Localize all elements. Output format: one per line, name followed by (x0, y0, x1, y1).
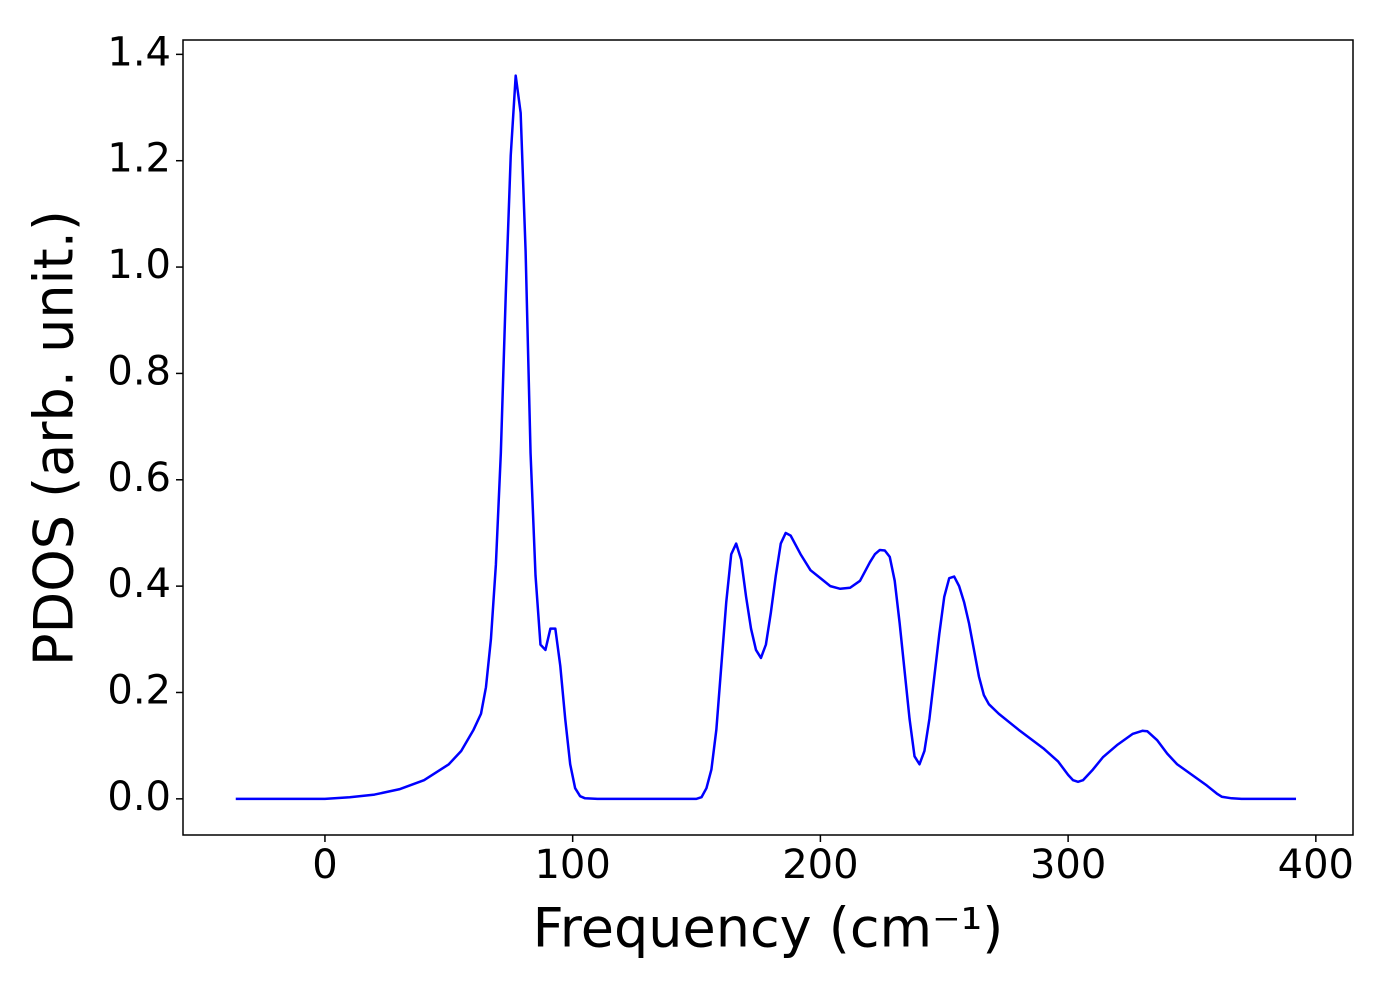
y-tick-label: 0.6 (107, 455, 171, 501)
x-tick-label: 200 (782, 842, 858, 888)
y-axis-label: PDOS (arb. unit.) (23, 210, 86, 666)
x-tick-label: 100 (534, 842, 610, 888)
y-tick-label: 0.0 (107, 774, 171, 820)
line-series (235, 74, 1297, 801)
plot-frame (182, 39, 1354, 836)
y-tick-label: 0.4 (107, 561, 171, 607)
y-tick-label: 1.2 (107, 136, 171, 182)
y-tick-label: 0.2 (107, 667, 171, 713)
y-tick-label: 0.8 (107, 348, 171, 394)
x-tick-label: 400 (1278, 842, 1354, 888)
x-tick-label: 300 (1030, 842, 1106, 888)
y-tick-label: 1.0 (107, 242, 171, 288)
x-axis-label: Frequency (cm⁻¹) (533, 897, 1004, 960)
x-tick-label: 0 (312, 842, 337, 888)
y-tick-label: 1.4 (107, 29, 171, 75)
